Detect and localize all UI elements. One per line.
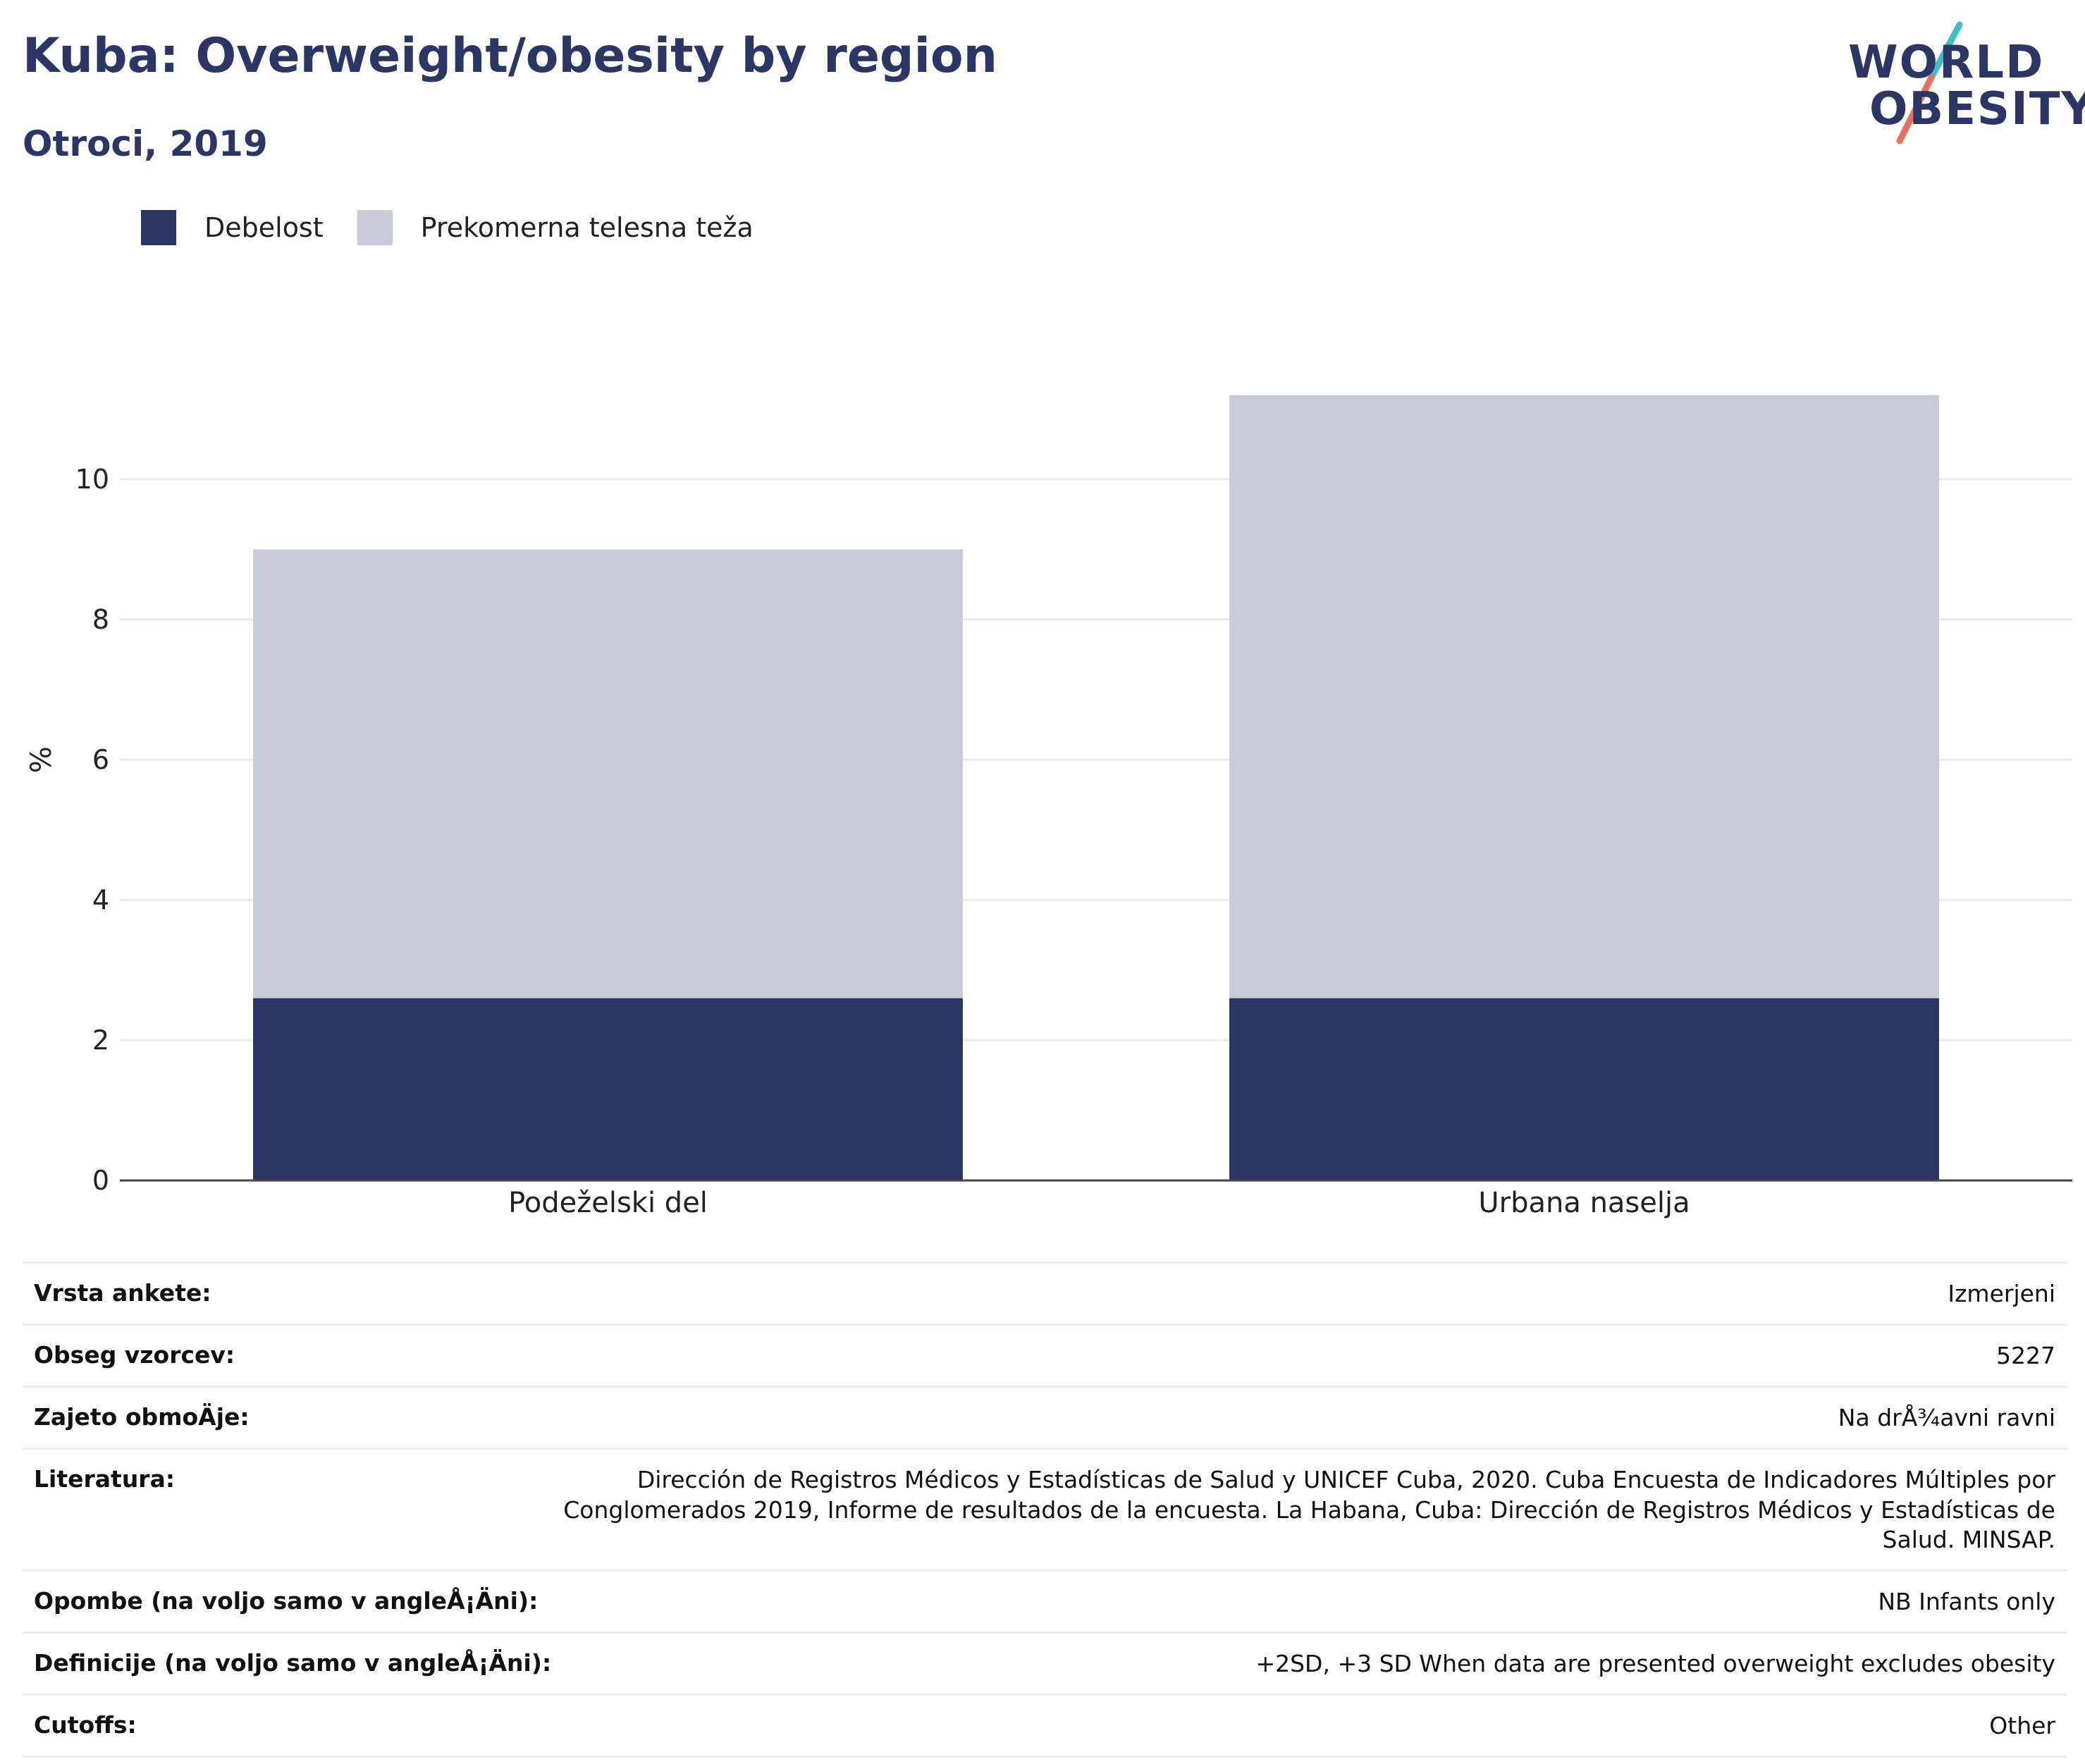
meta-label: Literatura: — [34, 1465, 175, 1493]
bar-segment — [253, 998, 963, 1180]
bar-segment — [253, 550, 963, 999]
meta-row: Opombe (na voljo samo v angleÅ¡Ä ni): NB … — [23, 1569, 2067, 1632]
survey-metadata-table: Vrsta ankete: Izmerjeni Obseg vzorcev: 5227… — [23, 1262, 2067, 1758]
meta-row: Definicije (na voljo samo v angleÅ¡Ä ni)… — [23, 1632, 2067, 1694]
bar-segment — [1229, 998, 1939, 1180]
y-tick-label: 4 — [92, 884, 109, 915]
meta-label: Vrsta ankete: — [34, 1279, 211, 1307]
meta-value: Izmerjeni — [1948, 1279, 2055, 1309]
y-tick-label: 6 — [92, 744, 109, 775]
category-label: Urbana naselja — [1478, 1187, 1690, 1219]
y-tick-label: 8 — [92, 604, 109, 635]
bar-segment — [1229, 395, 1939, 999]
meta-row: Obseg vzorcev: 5227 — [23, 1324, 2067, 1386]
meta-value: Other — [1989, 1711, 2055, 1741]
meta-label: Opombe (na voljo samo v angleÅ¡Ä ni): — [34, 1587, 538, 1615]
y-axis-title: % — [25, 746, 58, 773]
meta-row: Vrsta ankete: Izmerjeni — [23, 1262, 2067, 1324]
y-tick-label: 0 — [92, 1165, 109, 1196]
meta-label: Cutoffs: — [34, 1711, 137, 1739]
meta-row: Cutoffs: Other — [23, 1694, 2067, 1758]
meta-label: Definicije (na voljo samo v angleÅ¡Ä ni)… — [34, 1649, 551, 1677]
meta-row: Zajeto obmoÄ je: Na drÅ¾avni ravni — [23, 1386, 2067, 1448]
meta-value: NB Infants only — [1878, 1587, 2055, 1617]
meta-row: Literatura: Dirección de Registros Médico… — [23, 1448, 2067, 1570]
meta-label: Obseg vzorcev: — [34, 1341, 235, 1369]
meta-label: Zajeto obmoÄ je: — [34, 1403, 250, 1431]
bar-chart: 0 2 4 6 8 10% Podeželski del Urbana naselja — [0, 0, 2085, 1240]
meta-value: Dirección de Registros Médicos y Estadís… — [533, 1465, 2055, 1556]
y-tick-label: 2 — [92, 1025, 109, 1056]
meta-value: +2SD, +3 SD When data are presented over… — [1255, 1649, 2055, 1679]
category-label: Podeželski del — [508, 1187, 708, 1219]
y-tick-label: 10 — [75, 464, 109, 495]
meta-value: Na drÅ¾avni ravni — [1838, 1403, 2055, 1433]
meta-value: 5227 — [1996, 1341, 2055, 1371]
